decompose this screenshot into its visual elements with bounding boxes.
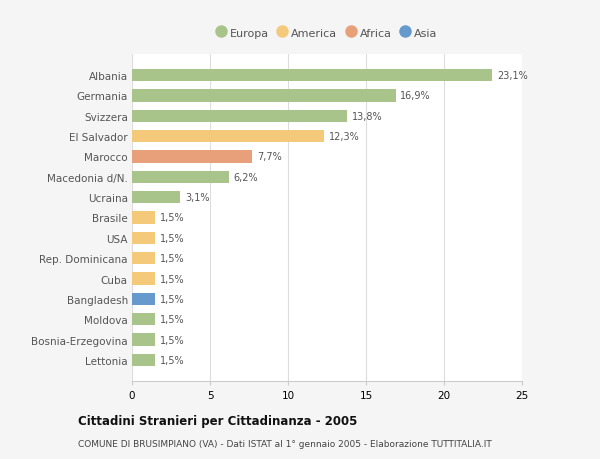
Text: 1,5%: 1,5% [160, 233, 185, 243]
Text: 1,5%: 1,5% [160, 294, 185, 304]
Text: 1,5%: 1,5% [160, 335, 185, 345]
Bar [132, 252, 155, 265]
Bar [132, 171, 229, 184]
Text: 1,5%: 1,5% [160, 213, 185, 223]
Bar [132, 131, 324, 143]
Bar [132, 313, 155, 325]
Text: 13,8%: 13,8% [352, 112, 383, 122]
Bar [132, 151, 252, 163]
Text: 7,7%: 7,7% [257, 152, 281, 162]
Text: 12,3%: 12,3% [329, 132, 359, 142]
Legend: Europa, America, Africa, Asia: Europa, America, Africa, Asia [217, 28, 437, 39]
Bar [132, 70, 493, 82]
Text: 3,1%: 3,1% [185, 193, 209, 203]
Bar [132, 273, 155, 285]
Text: 23,1%: 23,1% [497, 71, 528, 81]
Text: 16,9%: 16,9% [400, 91, 431, 101]
Bar [132, 334, 155, 346]
Text: 1,5%: 1,5% [160, 355, 185, 365]
Bar [132, 293, 155, 305]
Text: 1,5%: 1,5% [160, 314, 185, 325]
Text: 1,5%: 1,5% [160, 274, 185, 284]
Text: 6,2%: 6,2% [233, 173, 258, 182]
Text: 1,5%: 1,5% [160, 254, 185, 263]
Bar [132, 192, 181, 204]
Bar [132, 354, 155, 366]
Text: COMUNE DI BRUSIMPIANO (VA) - Dati ISTAT al 1° gennaio 2005 - Elaborazione TUTTIT: COMUNE DI BRUSIMPIANO (VA) - Dati ISTAT … [78, 439, 492, 448]
Bar [132, 111, 347, 123]
Bar [132, 212, 155, 224]
Bar [132, 90, 395, 102]
Bar [132, 232, 155, 244]
Text: Cittadini Stranieri per Cittadinanza - 2005: Cittadini Stranieri per Cittadinanza - 2… [78, 414, 358, 428]
